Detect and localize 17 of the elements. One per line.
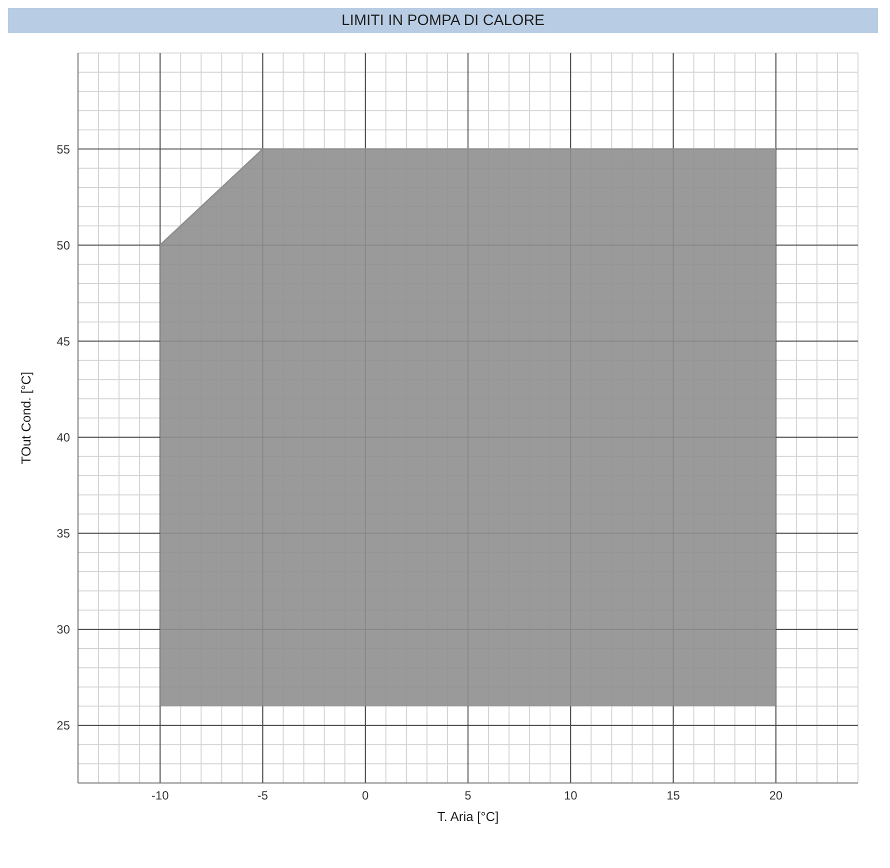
x-axis-title: T. Aria [°C] — [437, 809, 499, 824]
y-tick-label: 55 — [56, 142, 70, 156]
x-tick-label: 5 — [464, 788, 472, 803]
y-tick-label: 50 — [56, 238, 70, 252]
x-tick-label: 20 — [769, 788, 783, 803]
y-tick-label: 35 — [56, 526, 70, 541]
y-tick-label: 40 — [56, 430, 70, 444]
chart-title: LIMITI IN POMPA DI CALORE — [8, 8, 878, 33]
y-tick-label: 25 — [56, 718, 70, 733]
x-tick-label: 15 — [666, 788, 680, 803]
x-tick-label: 10 — [564, 788, 578, 803]
y-axis-title: TOut Cond. [°C] — [18, 372, 34, 464]
x-tick-label: -10 — [151, 788, 170, 803]
y-tick-label: 30 — [56, 622, 70, 637]
y-tick-label: 45 — [56, 334, 70, 348]
x-tick-label: -5 — [257, 788, 268, 803]
x-tick-label: 0 — [362, 788, 370, 803]
